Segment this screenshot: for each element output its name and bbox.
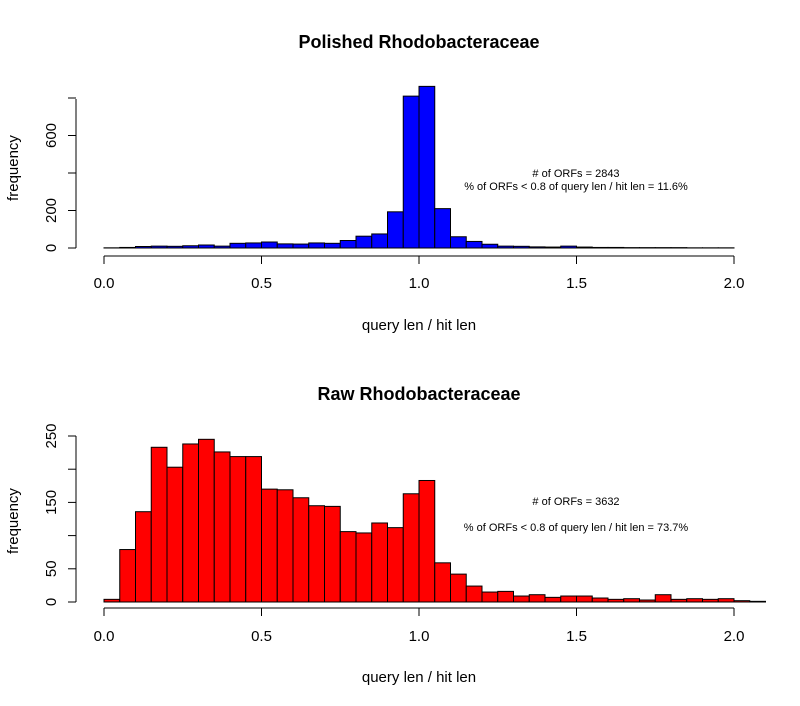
histogram-bar bbox=[481, 243, 499, 249]
histogram-bar bbox=[276, 243, 294, 249]
histogram-bar bbox=[576, 595, 593, 603]
histogram-bar bbox=[261, 488, 278, 603]
histogram-bar bbox=[213, 451, 231, 603]
histogram-bar bbox=[245, 456, 262, 603]
polished-histogram-panel: Polished Rhodobacteraceae frequency quer… bbox=[5, 32, 744, 334]
histogram-bar bbox=[339, 531, 357, 603]
histogram-bar bbox=[418, 85, 436, 249]
y-axis-label: frequency bbox=[5, 135, 22, 201]
histogram-bar bbox=[324, 242, 341, 249]
x-tick-label: 0.0 bbox=[94, 275, 115, 292]
y-tick-label: 150 bbox=[43, 490, 60, 515]
axes-group: 0.0 0.5 1.0 1.5 2.0 0 50 150 250 bbox=[43, 423, 744, 645]
x-tick-label: 0.0 bbox=[94, 628, 115, 645]
x-tick-label: 0.5 bbox=[251, 628, 272, 645]
histogram-bar bbox=[182, 443, 199, 603]
histogram-bar bbox=[481, 591, 499, 603]
y-axis-label: frequency bbox=[5, 488, 22, 554]
histogram-bar bbox=[261, 241, 278, 249]
histogram-bar bbox=[355, 532, 373, 603]
x-tick-label: 2.0 bbox=[724, 275, 745, 292]
x-tick-label: 2.0 bbox=[724, 628, 745, 645]
histogram-bar bbox=[229, 456, 247, 603]
orf-count-annotation: # of ORFs = 2843 bbox=[532, 168, 619, 180]
histogram-bar bbox=[229, 242, 247, 249]
x-tick-label: 1.0 bbox=[409, 628, 430, 645]
histogram-bar bbox=[308, 242, 325, 249]
chart-title: Raw Rhodobacteraceae bbox=[317, 384, 520, 404]
histogram-bar bbox=[591, 597, 609, 603]
histogram-bar bbox=[292, 497, 310, 603]
histogram-bar bbox=[450, 236, 467, 249]
chart-title: Polished Rhodobacteraceae bbox=[298, 32, 539, 52]
histogram-bar bbox=[418, 479, 436, 603]
orf-percent-annotation: % of ORFs < 0.8 of query len / hit len =… bbox=[464, 522, 689, 534]
y-tick-label: 0 bbox=[43, 598, 60, 606]
histogram-bar bbox=[528, 594, 546, 603]
histogram-bar bbox=[324, 505, 341, 603]
histogram-bar bbox=[560, 595, 577, 603]
histogram-bar bbox=[339, 240, 357, 249]
histogram-bar bbox=[544, 596, 562, 603]
bars-group bbox=[103, 85, 735, 249]
axes-group: 0.0 0.5 1.0 1.5 2.0 0 200 600 bbox=[43, 97, 745, 292]
histogram-bar bbox=[434, 562, 451, 603]
histogram-bar bbox=[465, 585, 483, 603]
y-tick-label: 250 bbox=[43, 423, 60, 448]
histogram-bar bbox=[371, 522, 388, 603]
histogram-bar bbox=[387, 211, 404, 249]
histogram-bar bbox=[402, 493, 420, 603]
x-tick-label: 1.0 bbox=[409, 275, 430, 292]
histogram-bar bbox=[513, 595, 530, 603]
histogram-bar bbox=[276, 489, 294, 603]
histogram-bar bbox=[166, 466, 184, 603]
x-tick-label: 0.5 bbox=[251, 275, 272, 292]
y-tick-label: 0 bbox=[43, 244, 60, 252]
raw-histogram-panel: Raw Rhodobacteraceae frequency query len… bbox=[5, 384, 766, 686]
histogram-bar bbox=[150, 446, 168, 603]
histogram-bar bbox=[198, 438, 215, 603]
histogram-bar bbox=[434, 208, 451, 249]
y-tick-label: 50 bbox=[43, 560, 60, 577]
histogram-bar bbox=[308, 505, 325, 603]
histogram-bar bbox=[654, 594, 672, 603]
x-tick-label: 1.5 bbox=[566, 275, 587, 292]
x-tick-label: 1.5 bbox=[566, 628, 587, 645]
orf-percent-annotation: % of ORFs < 0.8 of query len / hit len =… bbox=[464, 181, 688, 193]
histogram-bar bbox=[135, 511, 152, 603]
histogram-bar bbox=[292, 243, 310, 249]
histogram-bar bbox=[387, 527, 404, 603]
y-tick-label: 200 bbox=[43, 198, 60, 223]
histogram-bar bbox=[450, 573, 467, 603]
x-axis-label: query len / hit len bbox=[362, 669, 476, 686]
histogram-bar bbox=[371, 233, 388, 249]
y-tick-label: 600 bbox=[43, 123, 60, 148]
histogram-bar bbox=[355, 235, 373, 249]
orf-count-annotation: # of ORFs = 3632 bbox=[532, 496, 619, 508]
histogram-bar bbox=[497, 590, 514, 603]
histogram-bar bbox=[245, 242, 262, 249]
bars-group bbox=[103, 438, 766, 603]
histogram-bar bbox=[119, 549, 136, 603]
histogram-bar bbox=[465, 240, 483, 249]
histogram-bar bbox=[402, 95, 420, 249]
x-axis-label: query len / hit len bbox=[362, 317, 476, 334]
